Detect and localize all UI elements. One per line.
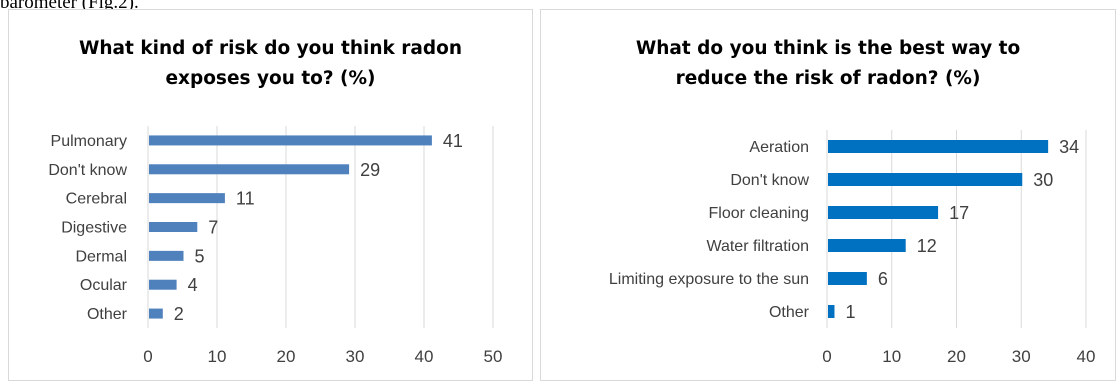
bar <box>149 193 225 204</box>
x-tick-label: 30 <box>1012 347 1031 366</box>
x-tick-label: 50 <box>484 347 503 366</box>
bar <box>149 222 198 232</box>
data-label: 34 <box>1059 137 1079 157</box>
category-label: Ocular <box>80 277 128 294</box>
bar <box>149 279 177 290</box>
data-label: 7 <box>208 218 218 238</box>
x-tick-label: 0 <box>143 347 152 366</box>
data-label: 11 <box>236 189 255 209</box>
category-label: Other <box>769 304 810 321</box>
data-label: 12 <box>917 236 937 256</box>
bar <box>149 250 184 261</box>
bar <box>828 206 939 219</box>
x-tick-label: 40 <box>415 347 434 366</box>
data-label: 29 <box>360 160 380 180</box>
bar <box>828 173 1023 186</box>
category-label: Cerebral <box>66 191 127 208</box>
category-label: Pulmonary <box>51 133 127 150</box>
bar <box>149 164 350 175</box>
x-tick-label: 0 <box>822 347 831 366</box>
chart-title-line-2: reduce the risk of radon? (%) <box>675 68 981 89</box>
bar <box>828 305 835 318</box>
x-tick-label: 40 <box>1077 347 1096 366</box>
category-label: Limiting exposure to the sun <box>609 271 809 288</box>
data-label: 4 <box>188 275 198 295</box>
chart-title-line-1: What do you think is the best way to <box>635 38 1021 59</box>
data-label: 17 <box>949 203 969 223</box>
chart-panel-risk: What kind of risk do you think radon exp… <box>8 9 533 381</box>
category-label: Aeration <box>749 139 809 156</box>
data-label: 5 <box>195 246 205 266</box>
data-label: 30 <box>1033 170 1053 190</box>
x-tick-label: 10 <box>208 347 227 366</box>
category-label: Dermal <box>75 248 127 265</box>
risk-bar-chart: 0 10 20 30 40 50 Pulmonary 41 Don't know 29 Cerebr… <box>48 126 503 366</box>
data-label: 1 <box>845 302 855 322</box>
x-tick-label: 10 <box>882 347 901 366</box>
data-label: 2 <box>174 304 184 324</box>
chart-title: What kind of risk do you think radon exp… <box>9 34 532 94</box>
category-label: Floor cleaning <box>709 205 810 222</box>
bar <box>828 140 1049 153</box>
chart-title-line-2: exposes you to? (%) <box>165 68 376 89</box>
chart-title: What do you think is the best way to red… <box>541 34 1115 94</box>
bar <box>828 272 867 285</box>
bar <box>828 239 906 252</box>
category-label: Water filtration <box>706 238 809 255</box>
bar <box>149 135 432 146</box>
chart-panel-reduction: What do you think is the best way to red… <box>540 9 1116 381</box>
category-label: Other <box>87 306 128 323</box>
category-label: Don't know <box>730 172 809 189</box>
data-label: 41 <box>443 131 463 151</box>
category-label: Digestive <box>61 220 127 237</box>
category-label: Don't know <box>48 162 127 179</box>
bar <box>149 308 163 319</box>
x-tick-label: 20 <box>277 347 296 366</box>
reduction-bar-chart: 0 10 20 30 40 Aeration 34 Don't know 30 Floor cle… <box>609 130 1096 366</box>
x-tick-label: 30 <box>346 347 365 366</box>
chart-title-line-1: What kind of risk do you think radon <box>78 38 463 59</box>
x-tick-label: 20 <box>947 347 966 366</box>
data-label: 6 <box>878 269 888 289</box>
